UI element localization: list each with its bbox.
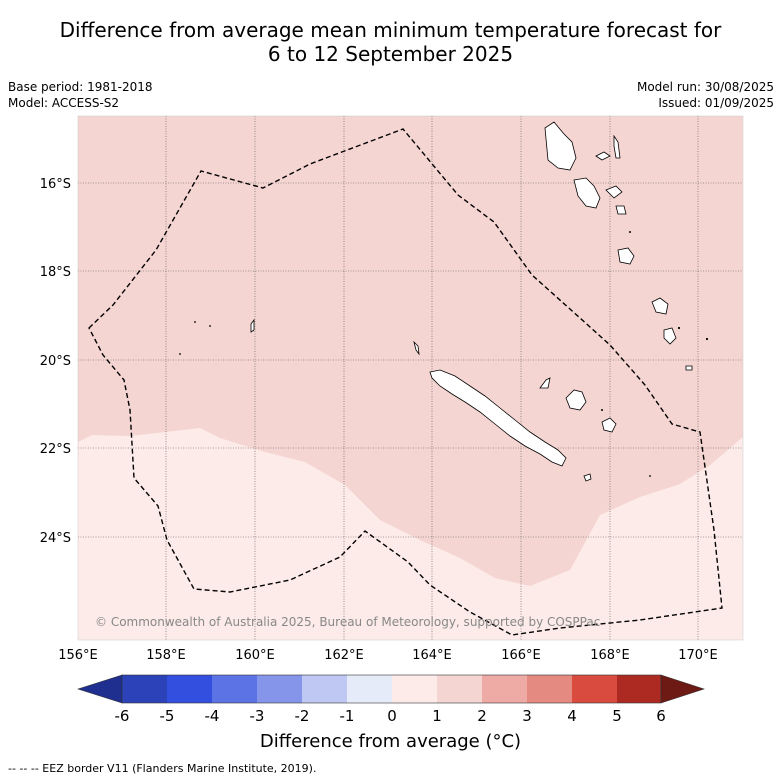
lon-label: 164°E	[412, 648, 452, 663]
lat-label: 22°S	[40, 442, 71, 457]
loyalty-island-ouvea	[539, 377, 551, 389]
eez-legend: -- -- -- EEZ border V11 (Flanders Marine…	[8, 762, 317, 775]
colorbar-segment	[482, 675, 527, 703]
lon-label: 158°E	[146, 648, 186, 663]
lon-label: 170°E	[678, 648, 718, 663]
colorbar-tick: -5	[160, 707, 175, 725]
loyalty-island-lifou	[565, 389, 587, 411]
issued-date: Issued: 01/09/2025	[658, 96, 774, 110]
meta-left: Base period: 1981-2018 Model: ACCESS-S2	[8, 79, 153, 111]
colorbar-tick: 4	[567, 707, 577, 725]
gridlines	[78, 116, 743, 640]
colorbar-segment	[212, 675, 257, 703]
chart-title: Difference from average mean minimum tem…	[0, 18, 781, 66]
colorbar-segment	[617, 675, 661, 703]
colorbar-tick: 0	[387, 707, 397, 725]
colorbar-tick: 5	[612, 707, 622, 725]
espiritu-santo	[544, 121, 577, 171]
colorbar-extend-low	[77, 674, 123, 704]
colorbar-segment	[437, 675, 482, 703]
lon-label: 162°E	[324, 648, 364, 663]
map-frame	[77, 115, 744, 641]
colorbar-segment	[572, 675, 617, 703]
ambrym	[605, 185, 623, 199]
latitude-labels: 16°S 18°S 20°S 22°S 24°S	[40, 177, 71, 546]
colorbar-extend-high	[660, 674, 705, 704]
colorbar-segment	[122, 675, 167, 703]
maewo-pentecost	[613, 134, 621, 159]
ambae	[595, 151, 611, 161]
lon-label: 156°E	[58, 648, 98, 663]
colorbar-ticks: -6 -5 -4 -3 -2 -1 0 1 2 3 4 5 6	[115, 707, 666, 725]
lat-label: 20°S	[40, 354, 71, 369]
colorbar-tick: -2	[295, 707, 310, 725]
lon-label: 166°E	[501, 648, 541, 663]
lat-label: 16°S	[40, 177, 71, 192]
anomaly-region-0-to-1	[78, 428, 743, 640]
map-area: © Commonwealth of Australia 2025, Bureau…	[78, 116, 743, 640]
colorbar-segment	[527, 675, 572, 703]
copyright-text: © Commonwealth of Australia 2025, Bureau…	[95, 615, 600, 629]
colorbar-tick: 3	[522, 707, 532, 725]
longitude-labels: 156°E 158°E 160°E 162°E 164°E 166°E 168°…	[58, 648, 718, 663]
chesterfield-islands	[250, 318, 255, 333]
new-caledonia-outline	[429, 369, 567, 467]
lat-label: 18°S	[40, 265, 71, 280]
colorbar-tick: -3	[250, 707, 265, 725]
efate	[617, 247, 635, 265]
colorbar-tick: 6	[656, 707, 666, 725]
tanna	[663, 327, 677, 345]
loyalty-island-mare	[601, 417, 617, 433]
colorbar-tick: -6	[115, 707, 130, 725]
colorbar-tick: -1	[340, 707, 355, 725]
land-outlines	[250, 121, 693, 482]
malekula	[573, 177, 601, 209]
colorbar-label: Difference from average (°C)	[259, 731, 522, 752]
colorbar-segment	[167, 675, 212, 703]
lon-label: 168°E	[590, 648, 630, 663]
model-name: Model: ACCESS-S2	[8, 96, 120, 110]
colorbar: -6 -5 -4 -3 -2 -1 0 1 2 3 4 5 6	[77, 674, 705, 725]
base-period: Base period: 1981-2018	[8, 80, 153, 94]
eez-border	[88, 128, 723, 636]
lon-label: 160°E	[235, 648, 275, 663]
title-line-1: Difference from average mean minimum tem…	[59, 18, 722, 42]
colorbar-tick: 1	[432, 707, 442, 725]
erromango	[651, 297, 669, 315]
title-line-2: 6 to 12 September 2025	[267, 42, 514, 66]
colorbar-tick: -4	[205, 707, 220, 725]
colorbar-segment	[392, 675, 437, 703]
lat-label: 24°S	[40, 531, 71, 546]
small-islets	[179, 231, 709, 477]
isle-of-pines	[583, 473, 592, 482]
colorbar-tick: 2	[477, 707, 487, 725]
model-run: Model run: 30/08/2025	[636, 80, 774, 94]
belep-islands	[413, 340, 420, 356]
aneityum	[685, 365, 693, 371]
colorbar-segment	[302, 675, 347, 703]
meta-right: Model run: 30/08/2025 Issued: 01/09/2025	[637, 79, 774, 111]
epi	[615, 205, 627, 215]
colorbar-segment	[257, 675, 302, 703]
colorbar-segment	[347, 675, 392, 703]
